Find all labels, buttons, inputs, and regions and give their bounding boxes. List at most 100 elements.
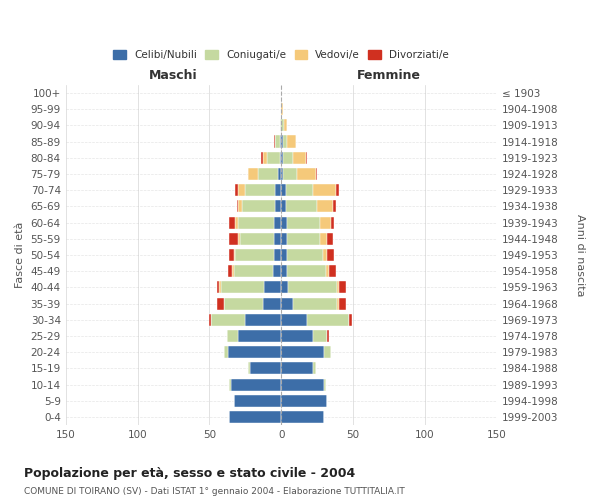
Bar	[325, 346, 331, 358]
Bar	[248, 362, 250, 374]
Bar	[281, 362, 313, 374]
Bar	[283, 168, 297, 180]
Bar	[281, 314, 307, 326]
Bar	[287, 265, 326, 278]
Bar	[325, 378, 326, 390]
Bar	[337, 282, 338, 294]
Bar	[283, 152, 293, 164]
Bar	[281, 395, 327, 407]
Bar	[329, 265, 336, 278]
Bar	[313, 330, 327, 342]
Bar	[293, 152, 305, 164]
Text: Femmine: Femmine	[357, 68, 421, 82]
Bar	[220, 282, 221, 294]
Bar	[242, 200, 275, 212]
Bar	[287, 249, 323, 261]
Bar	[250, 362, 281, 374]
Bar	[258, 168, 278, 180]
Bar	[336, 184, 338, 196]
Bar	[221, 282, 264, 294]
Bar	[234, 395, 281, 407]
Bar	[275, 184, 281, 196]
Bar	[238, 216, 274, 228]
Bar	[278, 168, 281, 180]
Bar	[331, 216, 334, 228]
Bar	[234, 249, 235, 261]
Bar	[229, 232, 238, 245]
Bar	[281, 200, 286, 212]
Bar	[272, 265, 281, 278]
Bar	[281, 249, 287, 261]
Bar	[211, 314, 245, 326]
Bar	[245, 184, 275, 196]
Bar	[224, 346, 228, 358]
Bar	[227, 330, 238, 342]
Bar	[287, 232, 320, 245]
Bar	[281, 103, 283, 115]
Bar	[281, 136, 283, 147]
Bar	[281, 184, 286, 196]
Bar	[287, 136, 296, 147]
Bar	[320, 232, 327, 245]
Bar	[229, 249, 234, 261]
Bar	[261, 152, 263, 164]
Bar	[305, 152, 307, 164]
Bar	[235, 216, 238, 228]
Bar	[231, 378, 281, 390]
Bar	[274, 232, 281, 245]
Bar	[238, 232, 239, 245]
Text: Popolazione per età, sesso e stato civile - 2004: Popolazione per età, sesso e stato civil…	[24, 468, 355, 480]
Bar	[235, 184, 238, 196]
Bar	[229, 378, 231, 390]
Bar	[281, 232, 287, 245]
Bar	[313, 184, 336, 196]
Bar	[338, 282, 346, 294]
Bar	[281, 378, 325, 390]
Bar	[327, 249, 334, 261]
Bar	[281, 346, 325, 358]
Bar	[337, 298, 338, 310]
Bar	[323, 249, 327, 261]
Bar	[289, 282, 337, 294]
Bar	[245, 314, 281, 326]
Bar	[286, 184, 313, 196]
Bar	[238, 330, 281, 342]
Bar	[281, 216, 287, 228]
Bar	[274, 136, 275, 147]
Bar	[264, 282, 281, 294]
Y-axis label: Anni di nascita: Anni di nascita	[575, 214, 585, 296]
Bar	[280, 152, 281, 164]
Bar	[281, 120, 284, 132]
Bar	[281, 265, 287, 278]
Bar	[217, 298, 224, 310]
Bar	[286, 200, 317, 212]
Bar	[228, 346, 281, 358]
Y-axis label: Fasce di età: Fasce di età	[15, 222, 25, 288]
Bar	[236, 200, 238, 212]
Bar	[229, 216, 235, 228]
Bar	[263, 298, 281, 310]
Bar	[281, 330, 313, 342]
Bar	[283, 136, 287, 147]
Bar	[234, 265, 272, 278]
Text: Maschi: Maschi	[149, 68, 198, 82]
Bar	[287, 216, 320, 228]
Legend: Celibi/Nubili, Coniugati/e, Vedovi/e, Divorziati/e: Celibi/Nubili, Coniugati/e, Vedovi/e, Di…	[109, 46, 453, 64]
Text: COMUNE DI TOIRANO (SV) - Dati ISTAT 1° gennaio 2004 - Elaborazione TUTTITALIA.IT: COMUNE DI TOIRANO (SV) - Dati ISTAT 1° g…	[24, 487, 405, 496]
Bar	[280, 120, 281, 132]
Bar	[232, 265, 234, 278]
Bar	[327, 330, 329, 342]
Bar	[313, 362, 316, 374]
Bar	[263, 152, 267, 164]
Bar	[267, 152, 280, 164]
Bar	[235, 249, 274, 261]
Bar	[326, 265, 329, 278]
Bar	[338, 298, 346, 310]
Bar	[280, 136, 281, 147]
Bar	[320, 216, 331, 228]
Bar	[327, 232, 333, 245]
Bar	[281, 168, 283, 180]
Bar	[238, 184, 245, 196]
Bar	[293, 298, 337, 310]
Bar	[217, 282, 220, 294]
